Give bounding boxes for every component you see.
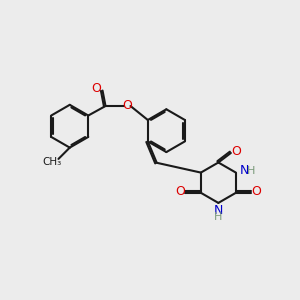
Text: O: O	[123, 99, 133, 112]
Text: H: H	[247, 166, 256, 176]
Text: O: O	[175, 185, 185, 198]
Text: H: H	[214, 212, 223, 222]
Text: N: N	[239, 164, 249, 177]
Text: CH₃: CH₃	[42, 158, 62, 167]
Text: O: O	[92, 82, 101, 95]
Text: O: O	[252, 185, 262, 198]
Text: O: O	[231, 145, 241, 158]
Text: N: N	[214, 204, 223, 217]
